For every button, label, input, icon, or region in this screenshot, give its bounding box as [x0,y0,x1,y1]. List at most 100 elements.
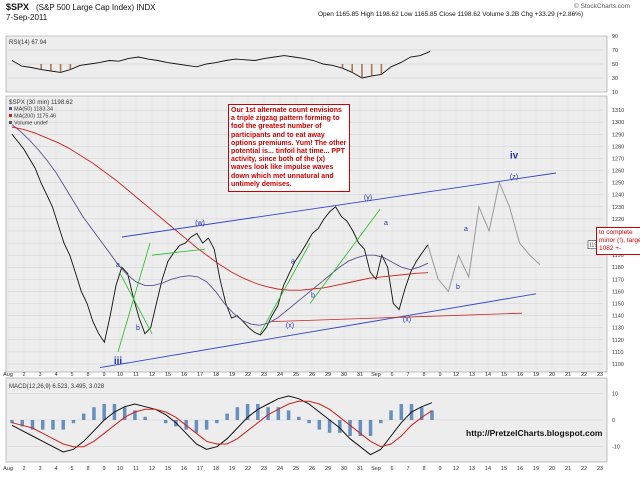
price-x-tick-label: 23 [597,372,603,378]
price-x-tick-label: 19 [229,372,235,378]
price-x-tick-label: 13 [469,372,475,378]
price-x-tick-label: 26 [309,372,315,378]
macd-tick-label: 0 [612,418,615,424]
annotation-note: Our 1st alternate count envisions a trip… [228,104,350,193]
price-x-tick-label: 9 [438,372,441,378]
wave-label: iv [510,150,519,161]
macd-x-tick-label: 7 [406,466,409,472]
price-x-tick-label: 21 [565,372,571,378]
macd-x-tick-label: 18 [213,466,219,472]
macd-x-tick-label: 2 [22,466,25,472]
price-x-tick-label: Aug [3,372,13,378]
wave-label: (x) [286,323,294,330]
macd-x-tick-label: 12 [149,466,155,472]
chart-description: (S&P 500 Large Cap Index) INDX [36,3,156,12]
ohlc-readout: Open 1165.85 High 1198.62 Low 1165.85 Cl… [318,11,584,18]
macd-x-tick-label: Aug [3,466,13,472]
price-x-tick-label: 4 [54,372,57,378]
signal-line [11,400,433,448]
wave-label: a [291,259,295,266]
macd-x-tick-label: 15 [501,466,507,472]
legend-swatch [9,121,12,124]
price-tick-label: 1160 [612,289,624,295]
price-tick-label: 1190 [612,253,624,259]
wave-label: b [456,284,460,291]
price-tick-label: 1100 [612,362,624,368]
macd-x-tick-label: 5 [70,466,73,472]
macd-title: MACD(12,26,9) 6.523, 3.495, 3.028 [9,384,105,390]
price-x-tick-label: 17 [197,372,203,378]
macd-x-tick-label: 23 [597,466,603,472]
macd-x-tick-label: 21 [565,466,571,472]
support-line [271,312,523,322]
macd-x-tick-label: 16 [517,466,523,472]
macd-x-tick-label: 4 [54,466,57,472]
macd-x-tick-label: 20 [549,466,555,472]
rsi-tick-label: 90 [612,34,618,40]
macd-x-tick-label: 14 [485,466,491,472]
price-x-tick-label: 22 [245,372,251,378]
macd-x-tick-label: 15 [165,466,171,472]
rsi-tick-label: 30 [612,76,618,82]
wave-label: b [136,325,140,332]
price-tick-label: 1110 [612,350,623,356]
macd-x-tick-label: 6 [390,466,393,472]
macd-tick-label: 10 [612,391,618,397]
price-x-tick-label: 16 [517,372,523,378]
price-tick-label: 1300 [612,120,624,126]
price-x-tick-label: 16 [181,372,187,378]
macd-x-tick-label: 13 [469,466,475,472]
wave-label: a [384,220,388,227]
wave-line [151,248,206,256]
price-tick-label: 1290 [612,132,624,138]
price-x-tick-label: 18 [213,372,219,378]
price-tick-label: 1220 [612,217,624,223]
price-tick-label: 1140 [612,314,624,320]
blog-url: http://PretzelCharts.blogspot.com [466,428,603,438]
price-x-tick-label: 22 [581,372,587,378]
price-tick-label: 1310 [612,108,624,114]
rsi-title: RSI(14) 67.94 [9,40,47,46]
price-x-tick-label: 12 [149,372,155,378]
wave-label: a [464,226,468,233]
rsi-tick-label: 70 [612,48,618,54]
price-x-tick-label: 12 [453,372,459,378]
legend-swatch [9,107,12,110]
wave-line [117,242,151,353]
macd-x-tick-label: 29 [325,466,331,472]
macd-x-tick-label: 8 [86,466,89,472]
legend-entry: Volume undef [14,121,48,127]
macd-tick-label: -10 [612,445,620,451]
wave-line [309,208,381,304]
price-x-tick-label: 15 [165,372,171,378]
rsi-line [11,50,431,79]
price-x-tick-label: 5 [70,372,73,378]
macd-x-tick-label: 24 [277,466,283,472]
wave-label: iii [114,356,123,367]
price-tick-label: 1250 [612,181,624,187]
wave-label: (w) [195,220,205,227]
price-tick-label: 1130 [612,326,624,332]
price-x-tick-label: 31 [357,372,363,378]
price-x-tick-label: 14 [485,372,491,378]
source-credit: © StockCharts.com [574,3,631,10]
price-x-tick-label: 30 [341,372,347,378]
macd-x-tick-label: 19 [229,466,235,472]
price-x-tick-label: 11 [133,372,139,378]
price-x-tick-label: 8 [86,372,89,378]
price-x-tick-label: 19 [533,372,539,378]
wave-label: a [116,262,120,269]
macd-x-tick-label: 26 [309,466,315,472]
price-x-tick-label: 24 [277,372,283,378]
wave-label: b [311,292,315,299]
wave-label: (y) [364,195,372,202]
price-tick-label: 1280 [612,144,624,150]
macd-x-tick-label: 19 [533,466,539,472]
legend-swatch [9,114,12,117]
price-x-tick-label: 29 [325,372,331,378]
rsi-tick-label: 10 [612,90,618,96]
macd-x-tick-label: 12 [453,466,459,472]
price-tick-label: 1170 [612,277,624,283]
price-tick-label: 1270 [612,156,624,162]
